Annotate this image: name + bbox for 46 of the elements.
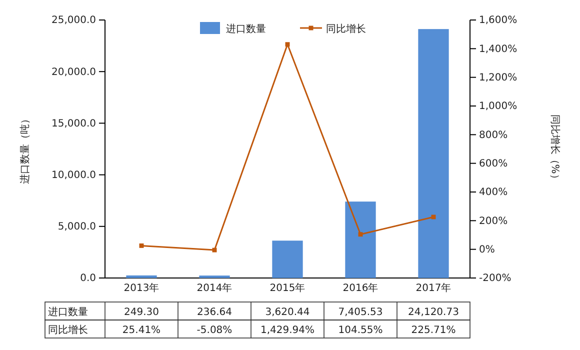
data-label: 24,120.73 <box>408 307 459 318</box>
y2-tick-label: 1,200% <box>479 72 518 84</box>
data-label: -5.08% <box>196 325 232 336</box>
y2-tick-label: 400% <box>479 187 508 198</box>
y2-tick-label: 600% <box>479 158 508 170</box>
point <box>358 232 363 237</box>
y2-tick-label: 1,000% <box>479 101 518 112</box>
y2-tick-label: -200% <box>479 273 512 284</box>
legend-label: 同比增长 <box>326 23 366 35</box>
x-tick-label: 2017年 <box>416 282 452 294</box>
y-tick-label: 10,000.0 <box>51 170 96 181</box>
text: 同比增长 <box>48 325 88 336</box>
x-tick-label: 2014年 <box>196 282 232 294</box>
point <box>431 214 436 220</box>
point <box>212 248 217 252</box>
data-label: 236.64 <box>197 307 232 318</box>
y2-tick-label: 200% <box>479 216 508 227</box>
bar <box>272 240 303 278</box>
point <box>139 243 144 248</box>
x-tick-label: 2015年 <box>270 282 306 294</box>
data-label: 7,405.53 <box>338 307 383 318</box>
data-label: 225.71% <box>411 325 456 336</box>
bar <box>345 202 376 278</box>
x-tick-label: 2013年 <box>124 282 160 294</box>
y2-tick-label: 800% <box>479 130 508 141</box>
y2-axis-title: 同比增长（%） <box>549 114 561 184</box>
point <box>285 42 290 47</box>
data-label: 104.55% <box>338 325 383 336</box>
y-axis-title: 进口数量（吨） <box>19 114 31 184</box>
data-label: 3,620.44 <box>265 307 310 318</box>
y-tick-label: 15,000.0 <box>51 118 96 130</box>
y-tick-label: 0.0 <box>80 273 96 284</box>
legend-label: 进口数量 <box>226 23 266 35</box>
y2-tick-label: 0% <box>479 244 495 256</box>
y2-tick-label: 1,400% <box>479 44 518 55</box>
data-label: 1,429.94% <box>260 325 315 336</box>
y2-tick-label: 1,600% <box>479 15 518 26</box>
bar <box>126 275 157 278</box>
text: 进口数量 <box>48 307 88 318</box>
y-tick-label: 25,000.0 <box>51 15 96 26</box>
y-tick-label: 5,000.0 <box>58 222 96 233</box>
data-label: 25.41% <box>122 325 161 336</box>
x-tick-label: 2016年 <box>342 282 378 294</box>
bar <box>418 29 449 278</box>
data-label: 249.30 <box>124 307 159 318</box>
y-tick-label: 20,000.0 <box>51 66 96 78</box>
